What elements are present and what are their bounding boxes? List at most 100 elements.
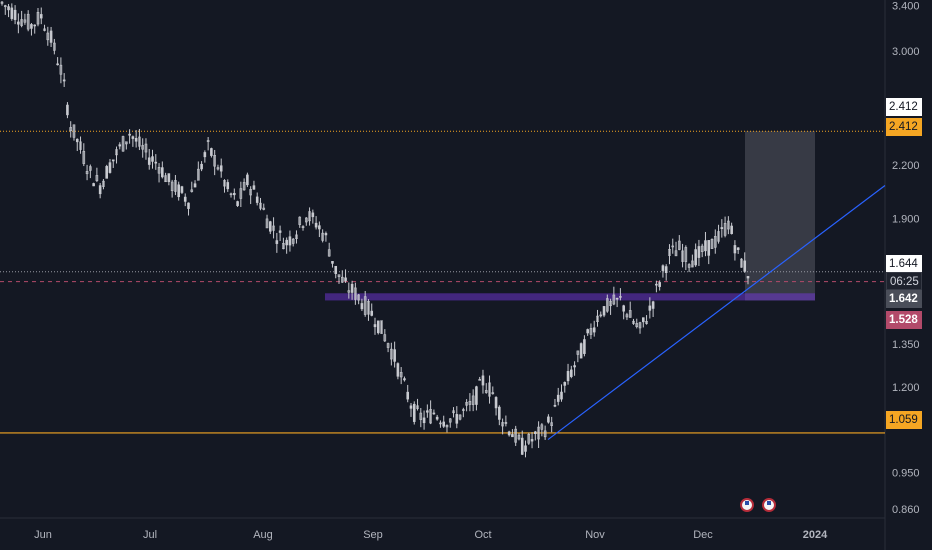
- trendline[interactable]: [547, 184, 886, 441]
- y-tick-label: 2.200: [892, 160, 920, 172]
- candle-body: [118, 144, 122, 147]
- candle-body: [390, 348, 393, 360]
- candle-body: [174, 180, 177, 192]
- y-tick-label: 0.950: [892, 468, 920, 480]
- y-tick-label: 1.900: [892, 214, 920, 226]
- candle-body: [33, 24, 37, 27]
- candle-body: [278, 230, 282, 233]
- candle-body: [318, 225, 321, 230]
- candle-body: [602, 306, 606, 316]
- candle-body: [419, 412, 423, 420]
- candle-body: [664, 266, 668, 273]
- x-axis[interactable]: Jun Jul Aug Sep Oct Nov Dec 2024: [34, 529, 828, 541]
- candle-body: [628, 310, 632, 318]
- candle-body: [609, 300, 612, 307]
- candle-body: [534, 431, 537, 434]
- candle-body: [134, 138, 138, 142]
- candle-body: [226, 182, 230, 190]
- candle-body: [200, 163, 203, 170]
- candle-body: [606, 298, 609, 312]
- candle-body: [26, 13, 30, 30]
- price-tag-support: 1.059: [886, 411, 922, 429]
- price-tag-target-high-dup: 2.412: [886, 98, 922, 116]
- candle-body: [422, 417, 426, 424]
- candle-body: [403, 378, 406, 381]
- candle-body: [56, 63, 59, 66]
- candle-body: [298, 216, 302, 225]
- candle-body: [43, 28, 46, 31]
- candle-body: [681, 250, 684, 262]
- us-flag-icon[interactable]: [762, 498, 776, 512]
- candle-body: [39, 14, 43, 19]
- candle-body: [193, 183, 197, 188]
- candle-body: [713, 235, 717, 248]
- candle-body: [108, 162, 112, 173]
- x-tick-label: Jul: [143, 529, 157, 541]
- candle-body: [488, 382, 491, 397]
- candle-body: [367, 300, 370, 315]
- candle-body: [327, 249, 331, 257]
- y-axis[interactable]: 3.4003.0002.6002.2001.9001.7001.3501.200…: [892, 0, 920, 516]
- us-flag-icon[interactable]: [740, 498, 754, 512]
- x-tick-label: 2024: [803, 529, 828, 541]
- candle-body: [432, 412, 436, 415]
- candle-body: [452, 410, 455, 414]
- candle-body: [730, 225, 733, 235]
- candle-body: [478, 379, 482, 381]
- candle-body: [416, 405, 419, 409]
- candle-body: [573, 365, 576, 368]
- target-box[interactable]: [745, 131, 815, 301]
- candle-body: [563, 382, 567, 386]
- candle-body: [347, 290, 351, 293]
- candle-body: [291, 238, 295, 244]
- candle-body: [111, 159, 115, 162]
- candle-body: [540, 424, 544, 430]
- candle-body: [79, 141, 82, 150]
- candle-body: [13, 9, 17, 20]
- candle-body: [95, 175, 99, 182]
- candle-body: [645, 321, 648, 324]
- candle-body: [170, 181, 174, 192]
- candle-body: [511, 434, 514, 438]
- candle-body: [157, 167, 161, 174]
- candle-body: [85, 171, 89, 175]
- candle-body: [684, 247, 688, 262]
- candle-body: [383, 334, 387, 342]
- candle-body: [219, 165, 223, 172]
- candle-body: [576, 350, 580, 355]
- candle-body: [350, 283, 354, 293]
- candle-body: [121, 136, 125, 152]
- candle-body: [458, 414, 462, 420]
- candle-body: [743, 260, 747, 272]
- candle-body: [393, 349, 396, 362]
- candle-body: [710, 239, 714, 249]
- candle-body: [354, 287, 357, 300]
- candle-body: [265, 218, 269, 229]
- candle-body: [566, 371, 570, 382]
- candle-body: [177, 184, 180, 198]
- purple-zone[interactable]: [325, 293, 815, 301]
- candle-body: [619, 296, 622, 298]
- candle-body: [363, 296, 367, 315]
- candle-body: [448, 418, 452, 423]
- candle-body: [668, 249, 671, 256]
- candle-body: [167, 173, 171, 183]
- candle-body: [161, 167, 164, 178]
- candle-body: [412, 403, 416, 422]
- candle-body: [507, 431, 511, 436]
- x-tick-label: Oct: [474, 529, 491, 541]
- candle-body: [282, 243, 285, 250]
- candle-body: [334, 265, 338, 274]
- candle-body: [180, 186, 184, 193]
- candle-body: [304, 217, 308, 223]
- candle-body: [314, 222, 318, 228]
- candle-body: [147, 157, 151, 165]
- candle-body: [556, 394, 560, 402]
- candle-body: [560, 391, 563, 400]
- countdown-tag: 06:25: [886, 272, 922, 290]
- y-tick-label: 0.860: [892, 504, 920, 516]
- candle-body: [746, 276, 750, 279]
- price-tag-current: 1.642: [886, 290, 922, 308]
- candle-body: [599, 314, 603, 317]
